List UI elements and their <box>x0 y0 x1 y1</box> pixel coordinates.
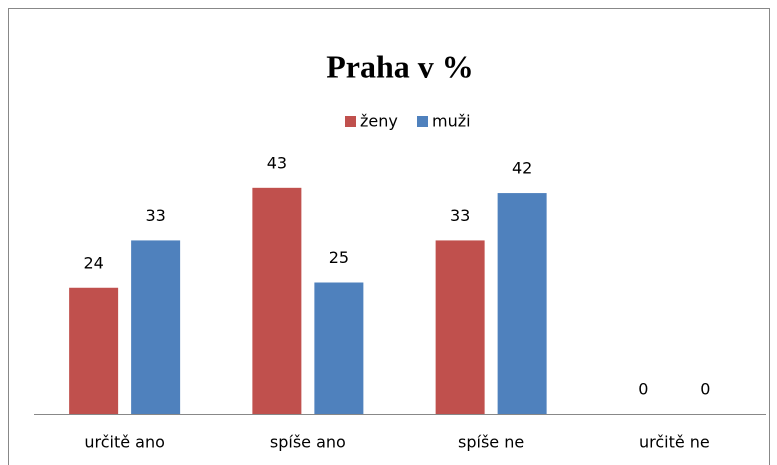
x-tick-label: určitě ano <box>84 433 165 452</box>
data-label: 33 <box>450 206 470 225</box>
data-label: 43 <box>267 153 287 172</box>
x-tick-label: spíše ano <box>270 433 346 452</box>
data-label: 0 <box>638 380 648 399</box>
x-tick-label: určitě ne <box>639 433 710 452</box>
bar <box>252 187 302 414</box>
data-label: 24 <box>83 253 103 272</box>
bar <box>435 240 485 414</box>
legend-label: ženy <box>360 112 398 131</box>
bar <box>131 240 181 414</box>
data-label: 25 <box>329 248 349 267</box>
legend-swatch <box>417 116 428 127</box>
bar <box>69 287 119 414</box>
legend-label: muži <box>432 112 471 131</box>
legend-swatch <box>345 116 356 127</box>
data-label: 33 <box>145 206 165 225</box>
chart-title: Praha v % <box>326 48 474 84</box>
bar <box>497 193 547 414</box>
x-tick-label: spíše ne <box>458 433 524 452</box>
data-label: 42 <box>512 159 532 178</box>
bar <box>314 282 364 414</box>
data-label: 0 <box>700 380 710 399</box>
